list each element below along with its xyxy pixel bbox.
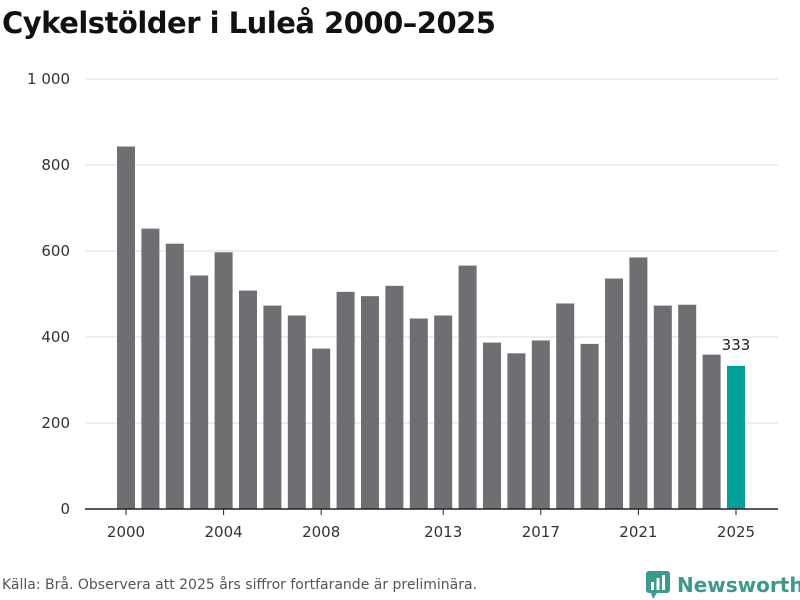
bar-2015 <box>483 342 501 509</box>
x-tick-label: 2025 <box>717 523 755 541</box>
x-tick-label: 2013 <box>424 523 462 541</box>
bar-2006 <box>263 305 282 509</box>
bar-2013 <box>434 315 453 509</box>
x-tick-label: 2004 <box>205 523 243 541</box>
bar-2003 <box>190 275 209 509</box>
y-tick-label: 1 000 <box>27 70 70 88</box>
x-tick-label: 2017 <box>522 523 560 541</box>
bar-2021 <box>629 257 648 509</box>
brand: Newsworthy <box>645 570 800 600</box>
bar-2008 <box>312 348 331 509</box>
bar-2020 <box>605 278 623 509</box>
bar-2001 <box>141 228 160 509</box>
y-tick-label: 200 <box>41 414 70 432</box>
bar-2002 <box>165 243 184 509</box>
bar-2025 <box>727 365 745 509</box>
bar-2004 <box>214 252 233 510</box>
bar-2017 <box>531 340 550 509</box>
x-tick-label: 2021 <box>619 523 657 541</box>
chart-title: Cykelstölder i Luleå 2000–2025 <box>2 6 496 40</box>
bar-2023 <box>678 304 697 509</box>
bars <box>117 146 745 510</box>
bar-2018 <box>556 303 575 509</box>
bar-2000 <box>117 146 135 509</box>
x-axis-ticks: 2000 2004 2008 2013 2017 2021 2025 <box>107 509 755 541</box>
y-tick-label: 600 <box>41 242 70 260</box>
bar-2016 <box>507 353 526 509</box>
bar-2009 <box>336 291 355 509</box>
bar-2012 <box>409 318 428 509</box>
bar-2024 <box>702 354 721 509</box>
bar-2005 <box>239 290 257 509</box>
bar-2010 <box>361 296 379 509</box>
y-tick-label: 800 <box>41 156 70 174</box>
y-axis-ticks: 0 200 400 600 800 1 000 <box>27 70 70 518</box>
brand-name: Newsworthy <box>677 573 800 597</box>
gridlines <box>85 78 778 424</box>
x-tick-label: 2000 <box>107 523 145 541</box>
y-tick-label: 400 <box>41 328 70 346</box>
x-tick-label: 2008 <box>302 523 340 541</box>
bar-2019 <box>580 343 599 509</box>
bar-2022 <box>653 305 672 509</box>
newsworthy-logo-icon <box>646 571 670 599</box>
source-note: Källa: Brå. Observera att 2025 års siffr… <box>2 577 478 593</box>
y-tick-label: 0 <box>60 500 70 518</box>
data-labels: 333 <box>722 336 751 354</box>
data-label-2025: 333 <box>722 336 751 354</box>
bar-2007 <box>287 315 306 509</box>
bar-2011 <box>385 285 404 509</box>
bar-2014 <box>458 265 477 509</box>
